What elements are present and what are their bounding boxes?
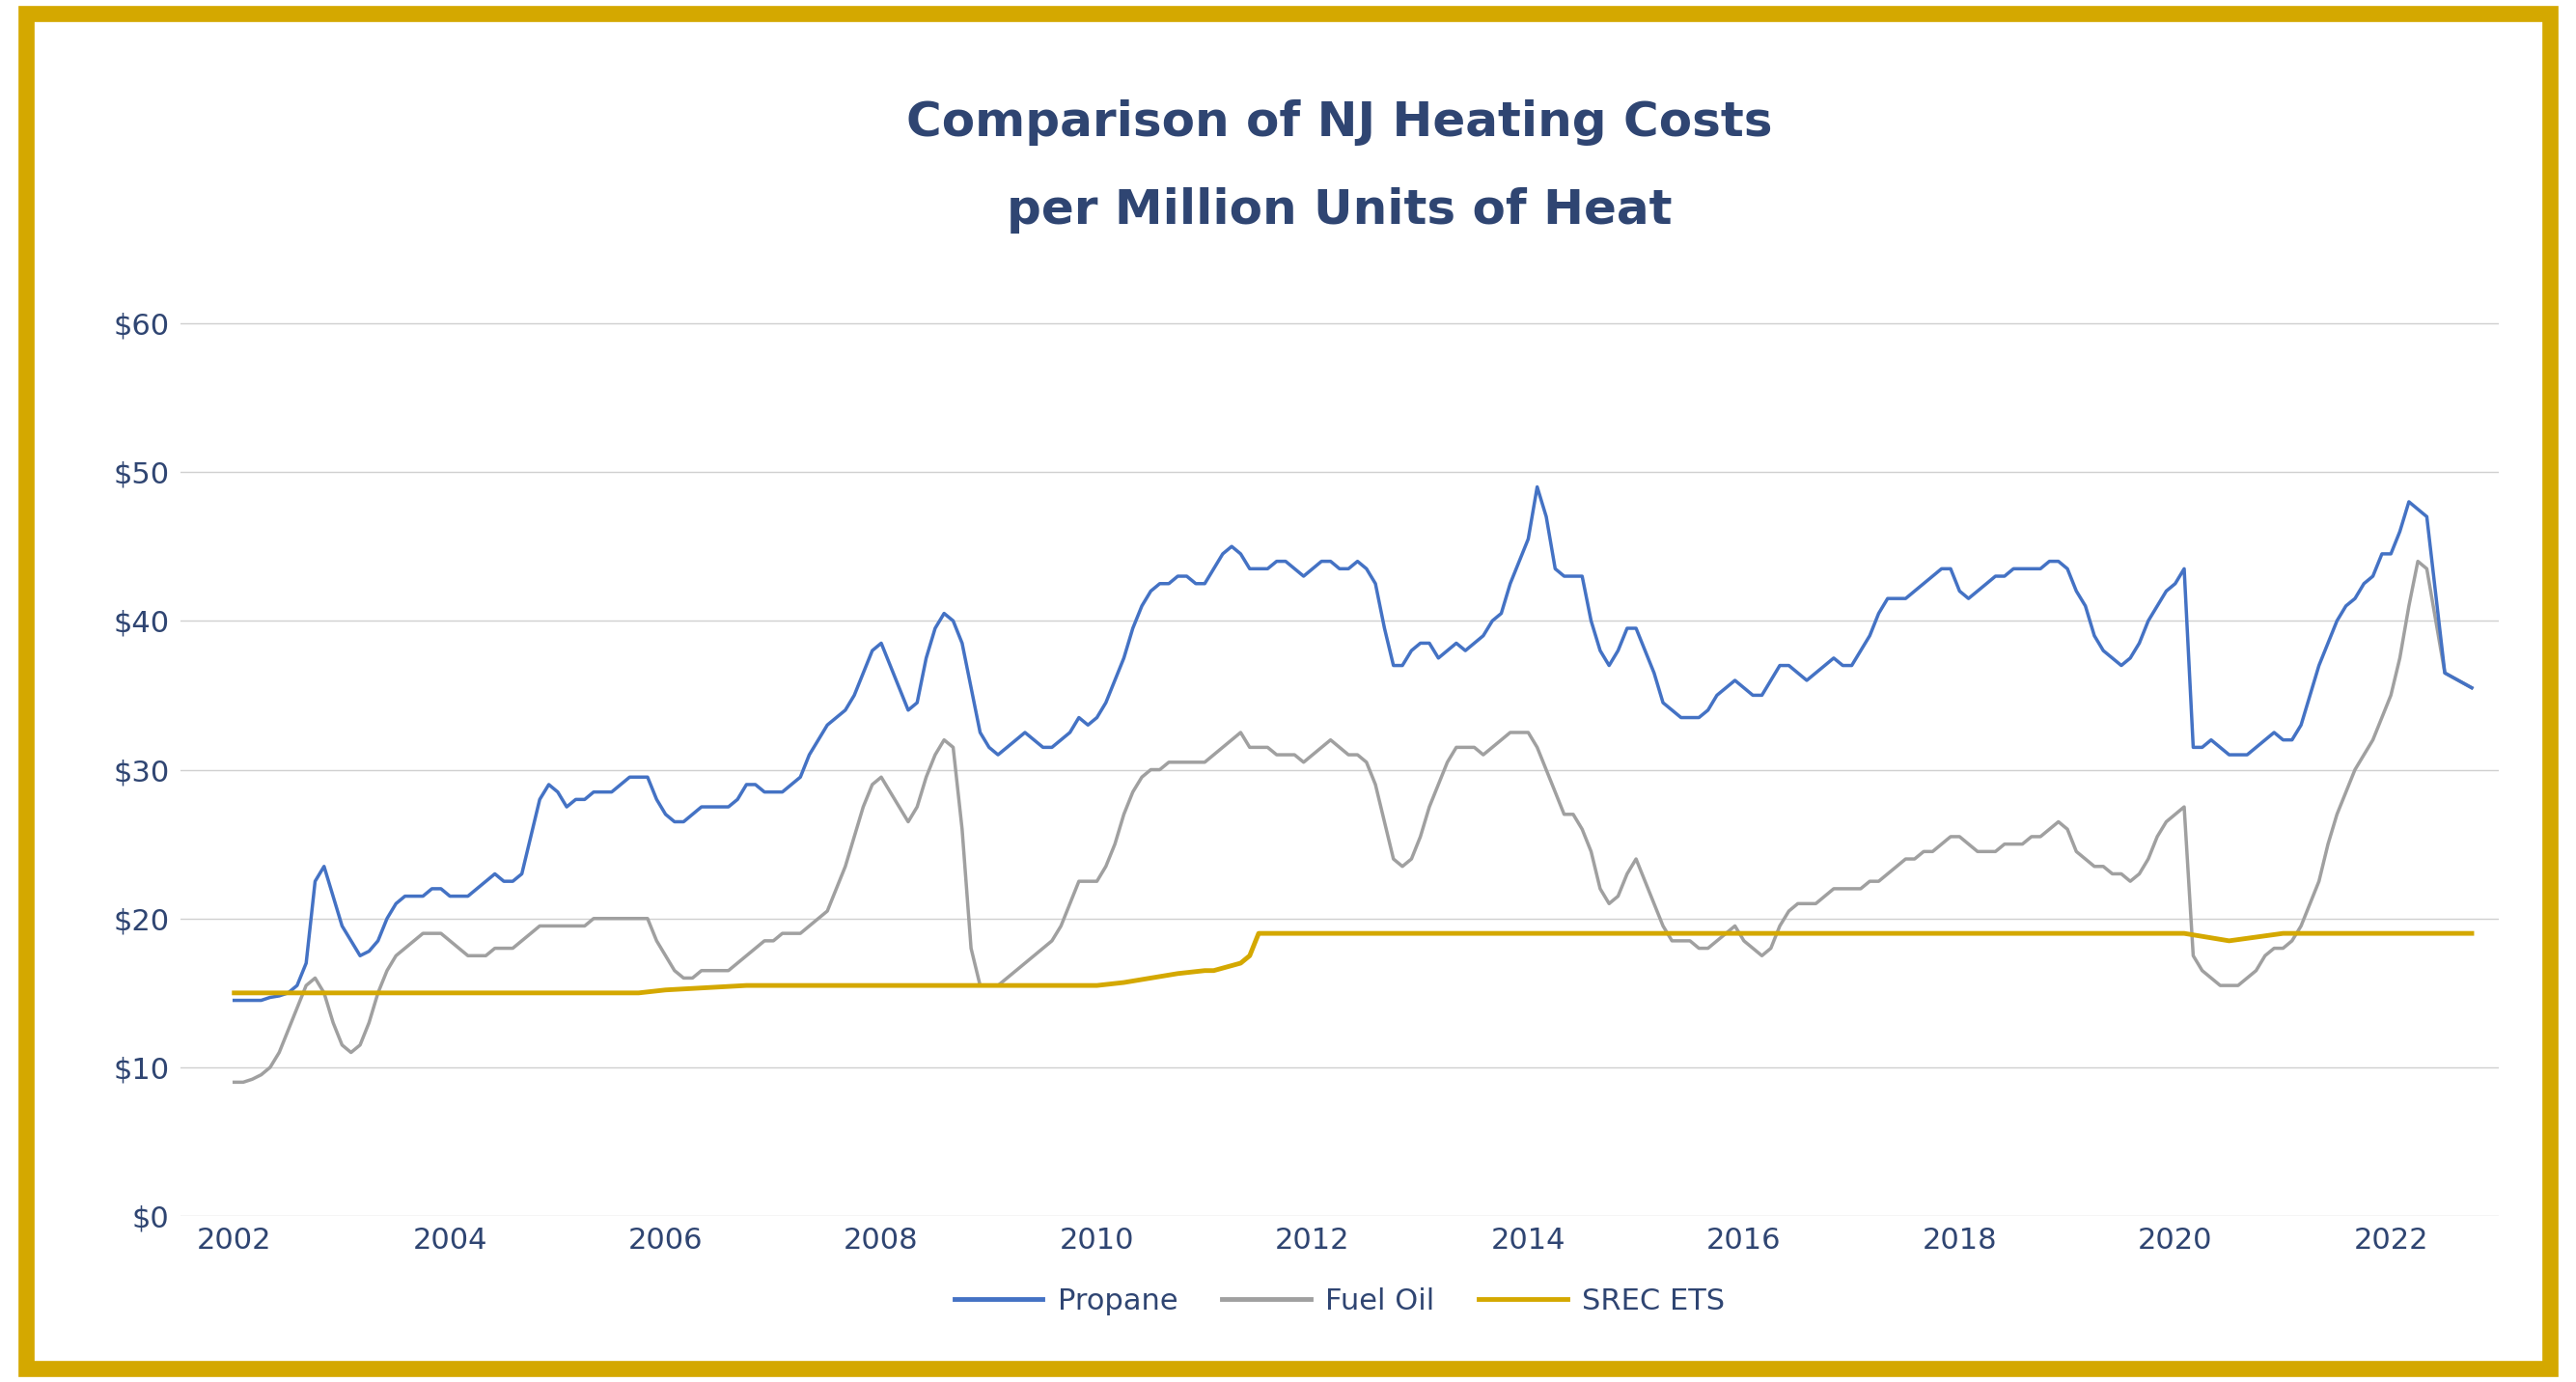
Text: Comparison of NJ Heating Costs: Comparison of NJ Heating Costs (907, 100, 1772, 146)
Text: per Million Units of Heat: per Million Units of Heat (1007, 187, 1672, 234)
Legend: Propane, Fuel Oil, SREC ETS: Propane, Fuel Oil, SREC ETS (943, 1276, 1736, 1327)
